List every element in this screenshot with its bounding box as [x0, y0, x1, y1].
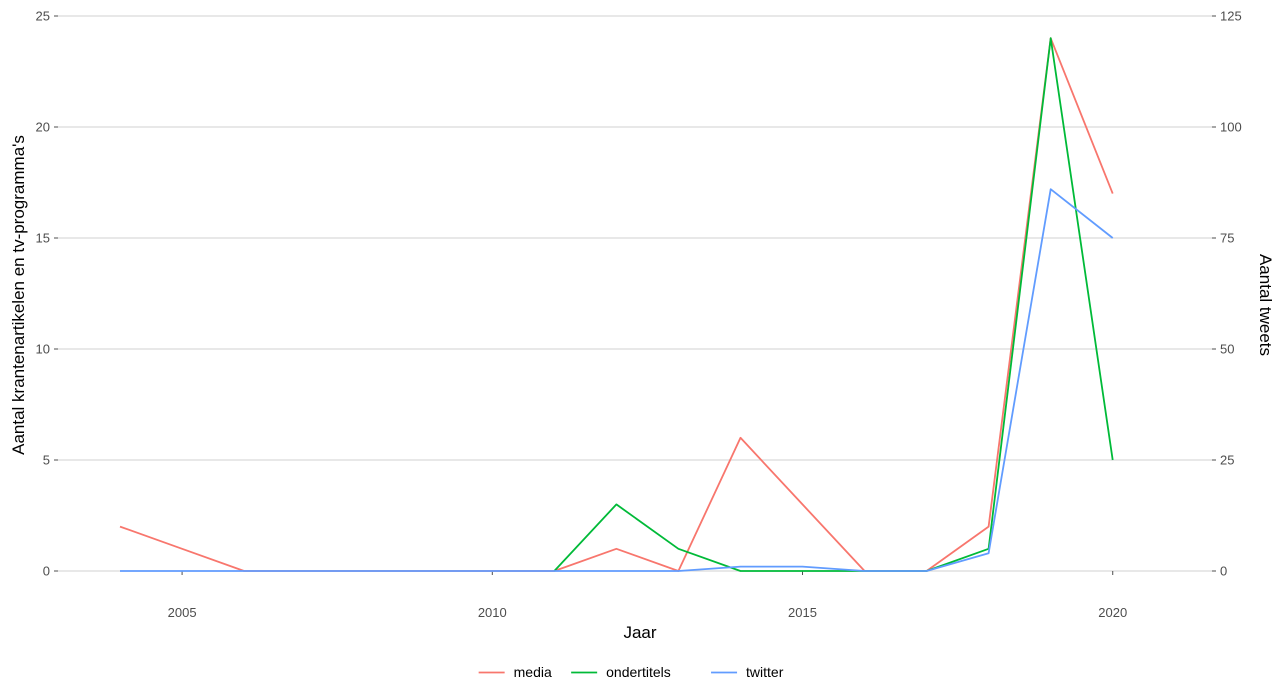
x-tick-label: 2015	[788, 605, 817, 620]
series-line-twitter	[120, 188, 1114, 572]
legend-label-twitter: twitter	[746, 664, 784, 680]
right-tick-label: 100	[1220, 120, 1242, 135]
series-line-ondertitels	[553, 37, 1114, 572]
right-tick-label: 75	[1220, 231, 1234, 246]
left-tick-label: 15	[36, 231, 50, 246]
legend: media ondertitels twitter	[478, 664, 784, 680]
left-y-axis-title: Aantal krantenartikelen en tv-programma'…	[9, 135, 28, 455]
left-tick-label: 5	[43, 453, 50, 468]
series-lines	[119, 37, 1114, 572]
right-tick-label: 0	[1220, 564, 1227, 579]
left-tick-label: 20	[36, 120, 50, 135]
x-axis-title: Jaar	[623, 623, 656, 642]
left-y-axis: 0 5 10 15 20 25	[36, 9, 58, 579]
right-y-axis-title: Aantal tweets	[1256, 254, 1275, 356]
x-tick-label: 2020	[1098, 605, 1127, 620]
left-tick-label: 10	[36, 342, 50, 357]
legend-label-media: media	[514, 664, 552, 680]
x-tick-label: 2005	[168, 605, 197, 620]
right-tick-label: 125	[1220, 9, 1242, 24]
left-tick-label: 0	[43, 564, 50, 579]
legend-label-ondertitels: ondertitels	[606, 664, 671, 680]
right-y-axis: 0 25 50 75 100 125	[1212, 9, 1242, 579]
x-tick-label: 2010	[478, 605, 507, 620]
right-tick-label: 25	[1220, 453, 1234, 468]
right-tick-label: 50	[1220, 342, 1234, 357]
x-axis: 2005 2010 2015 2020	[168, 571, 1127, 620]
series-line-media	[119, 37, 1114, 572]
grid-lines	[58, 15, 1212, 572]
left-tick-label: 25	[36, 9, 50, 24]
